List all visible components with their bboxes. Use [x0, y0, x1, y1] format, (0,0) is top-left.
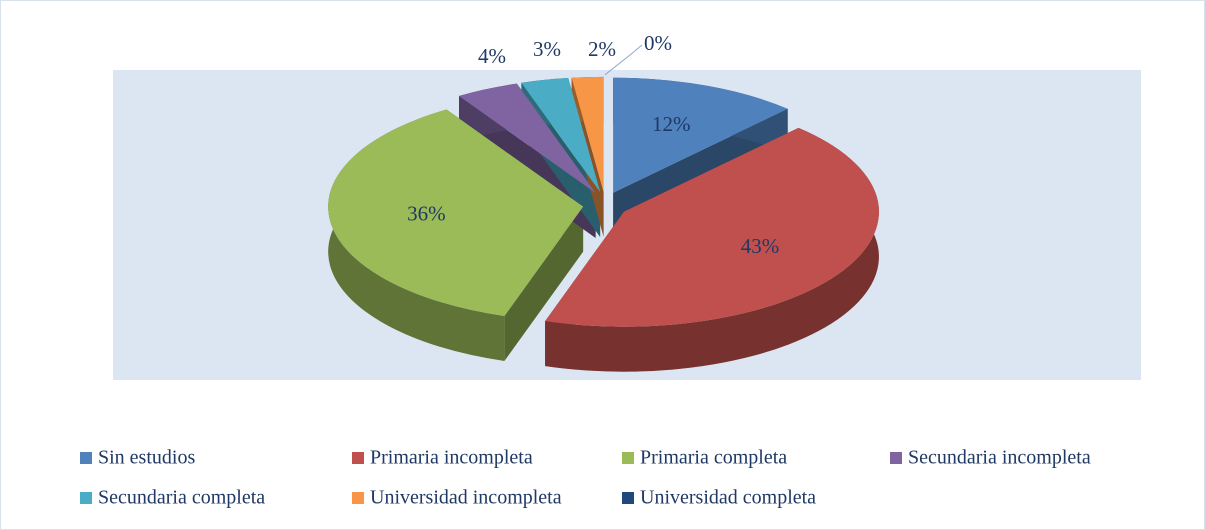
legend-swatch: [352, 492, 364, 504]
legend-swatch: [622, 452, 634, 464]
slice: [545, 127, 879, 327]
legend-label: Primaria completa: [640, 447, 787, 469]
legend-label: Secundaria completa: [98, 487, 265, 509]
legend-swatch: [80, 492, 92, 504]
legend-label: Sin estudios: [98, 447, 195, 469]
legend-swatch: [622, 492, 634, 504]
legend-swatch: [352, 452, 364, 464]
slice: [613, 77, 788, 193]
legend-label: Primaria incompleta: [370, 447, 533, 469]
slice: [571, 76, 604, 192]
data-labels: 12% 43% 36% 4% 3% 2% 0%: [407, 31, 779, 258]
data-label: 3%: [533, 37, 561, 61]
legend-label: Universidad incompleta: [370, 487, 562, 509]
legend: Sin estudios Primaria incompleta Primaria …: [80, 447, 1091, 509]
data-label: 2%: [588, 37, 616, 61]
data-label: 4%: [478, 44, 506, 68]
slice-tops: [328, 76, 879, 327]
data-label: 36%: [407, 201, 446, 225]
data-label: 12%: [652, 112, 691, 136]
slice: [328, 109, 584, 317]
slice-side: [545, 127, 879, 372]
legend-label: Secundaria incompleta: [908, 447, 1091, 469]
data-label: 0%: [644, 31, 672, 55]
legend-swatch: [80, 452, 92, 464]
legend-swatch: [890, 452, 902, 464]
legend-label: Universidad completa: [640, 487, 816, 509]
slice: [458, 83, 596, 194]
slice: [521, 78, 601, 193]
data-label: 43%: [741, 234, 780, 258]
leader-line: [604, 44, 643, 76]
